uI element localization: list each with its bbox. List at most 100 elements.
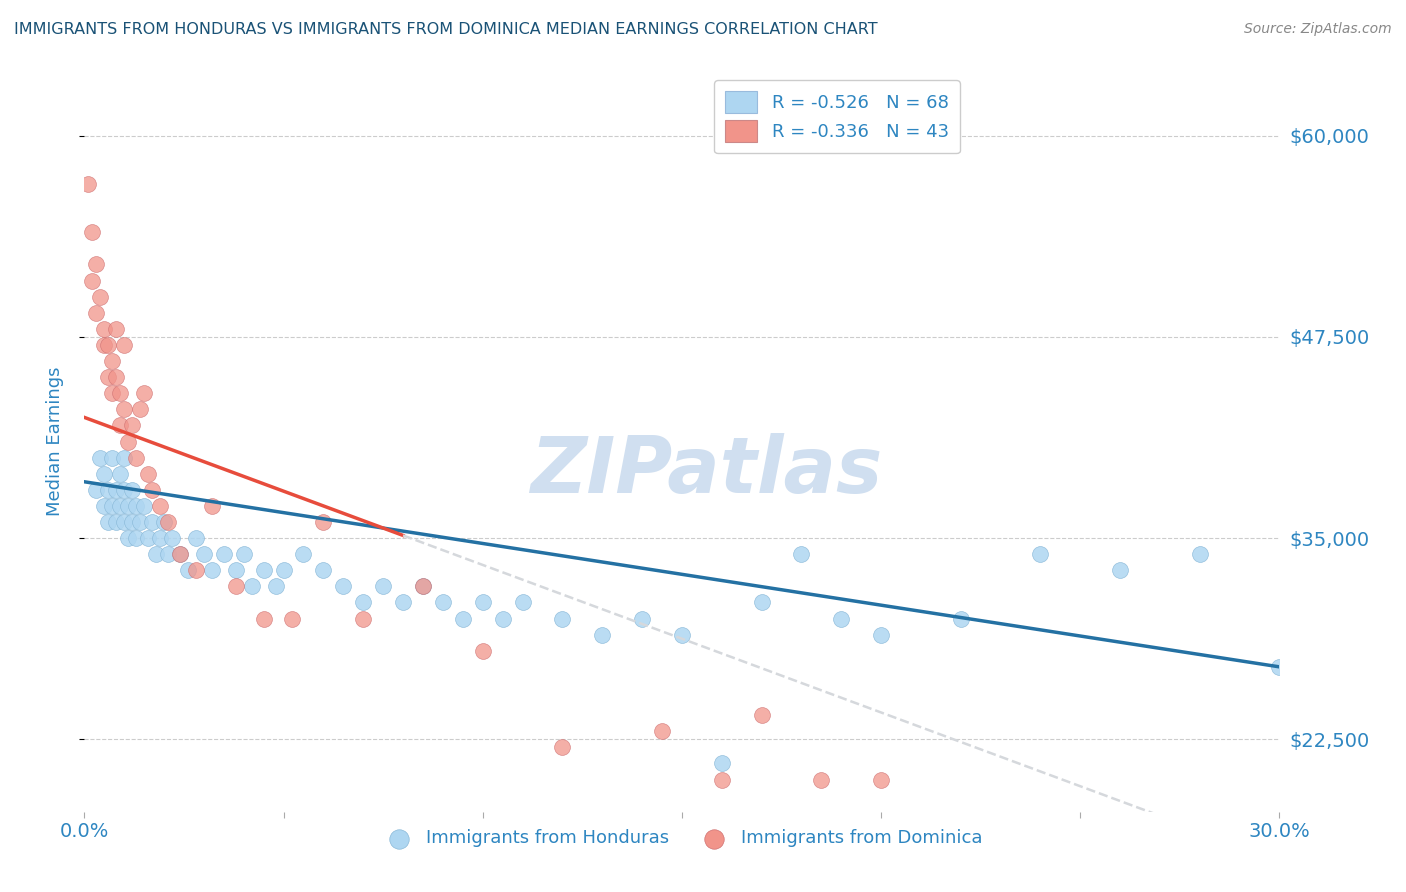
Point	[112, 515, 135, 529]
Point	[105, 515, 128, 529]
Point	[86, 258, 108, 272]
Point	[132, 386, 156, 401]
Point	[97, 483, 120, 497]
Point	[492, 611, 515, 625]
Point	[471, 595, 494, 609]
Point	[157, 547, 180, 561]
Point	[97, 515, 120, 529]
Point	[710, 772, 733, 787]
Point	[1029, 547, 1052, 561]
Point	[89, 450, 111, 465]
Point	[551, 740, 574, 755]
Point	[112, 402, 135, 417]
Point	[671, 628, 693, 642]
Point	[201, 499, 224, 513]
Point	[101, 354, 124, 368]
Point	[86, 306, 108, 320]
Point	[392, 595, 415, 609]
Point	[225, 579, 247, 593]
Point	[112, 483, 135, 497]
Point	[112, 338, 135, 352]
Point	[101, 499, 124, 513]
Point	[101, 386, 124, 401]
Point	[432, 595, 454, 609]
Point	[810, 772, 832, 787]
Point	[125, 531, 148, 545]
Point	[710, 756, 733, 771]
Point	[112, 450, 135, 465]
Point	[551, 611, 574, 625]
Point	[105, 370, 128, 384]
Point	[110, 418, 132, 433]
Point	[201, 563, 224, 577]
Point	[591, 628, 613, 642]
Point	[129, 402, 152, 417]
Text: Source: ZipAtlas.com: Source: ZipAtlas.com	[1244, 22, 1392, 37]
Point	[125, 450, 148, 465]
Point	[110, 499, 132, 513]
Point	[184, 531, 207, 545]
Y-axis label: Median Earnings: Median Earnings	[45, 367, 63, 516]
Point	[129, 515, 152, 529]
Point	[121, 515, 143, 529]
Point	[93, 499, 115, 513]
Point	[352, 595, 374, 609]
Point	[141, 483, 163, 497]
Point	[105, 322, 128, 336]
Point	[751, 595, 773, 609]
Point	[97, 370, 120, 384]
Point	[870, 772, 893, 787]
Point	[790, 547, 813, 561]
Point	[193, 547, 215, 561]
Point	[332, 579, 354, 593]
Point	[117, 499, 139, 513]
Point	[77, 177, 100, 191]
Point	[184, 563, 207, 577]
Point	[169, 547, 191, 561]
Point	[280, 611, 302, 625]
Point	[169, 547, 191, 561]
Point	[253, 611, 276, 625]
Point	[105, 483, 128, 497]
Point	[149, 499, 172, 513]
Point	[121, 418, 143, 433]
Point	[292, 547, 315, 561]
Point	[273, 563, 295, 577]
Point	[352, 611, 374, 625]
Point	[145, 547, 167, 561]
Point	[253, 563, 276, 577]
Point	[651, 724, 673, 739]
Point	[86, 483, 108, 497]
Point	[232, 547, 254, 561]
Point	[110, 386, 132, 401]
Point	[141, 515, 163, 529]
Point	[212, 547, 235, 561]
Point	[312, 515, 335, 529]
Point	[149, 531, 172, 545]
Point	[1109, 563, 1132, 577]
Point	[117, 434, 139, 449]
Point	[101, 450, 124, 465]
Point	[121, 483, 143, 497]
Text: ZIPatlas: ZIPatlas	[530, 434, 882, 509]
Point	[177, 563, 200, 577]
Point	[240, 579, 263, 593]
Point	[110, 467, 132, 481]
Point	[631, 611, 654, 625]
Point	[451, 611, 474, 625]
Point	[125, 499, 148, 513]
Point	[949, 611, 972, 625]
Point	[136, 467, 159, 481]
Point	[132, 499, 156, 513]
Point	[82, 274, 104, 288]
Point	[153, 515, 176, 529]
Point	[412, 579, 434, 593]
Point	[160, 531, 183, 545]
Point	[1268, 660, 1291, 674]
Point	[471, 644, 494, 658]
Point	[89, 290, 111, 304]
Point	[93, 322, 115, 336]
Point	[312, 563, 335, 577]
Point	[373, 579, 395, 593]
Point	[1188, 547, 1211, 561]
